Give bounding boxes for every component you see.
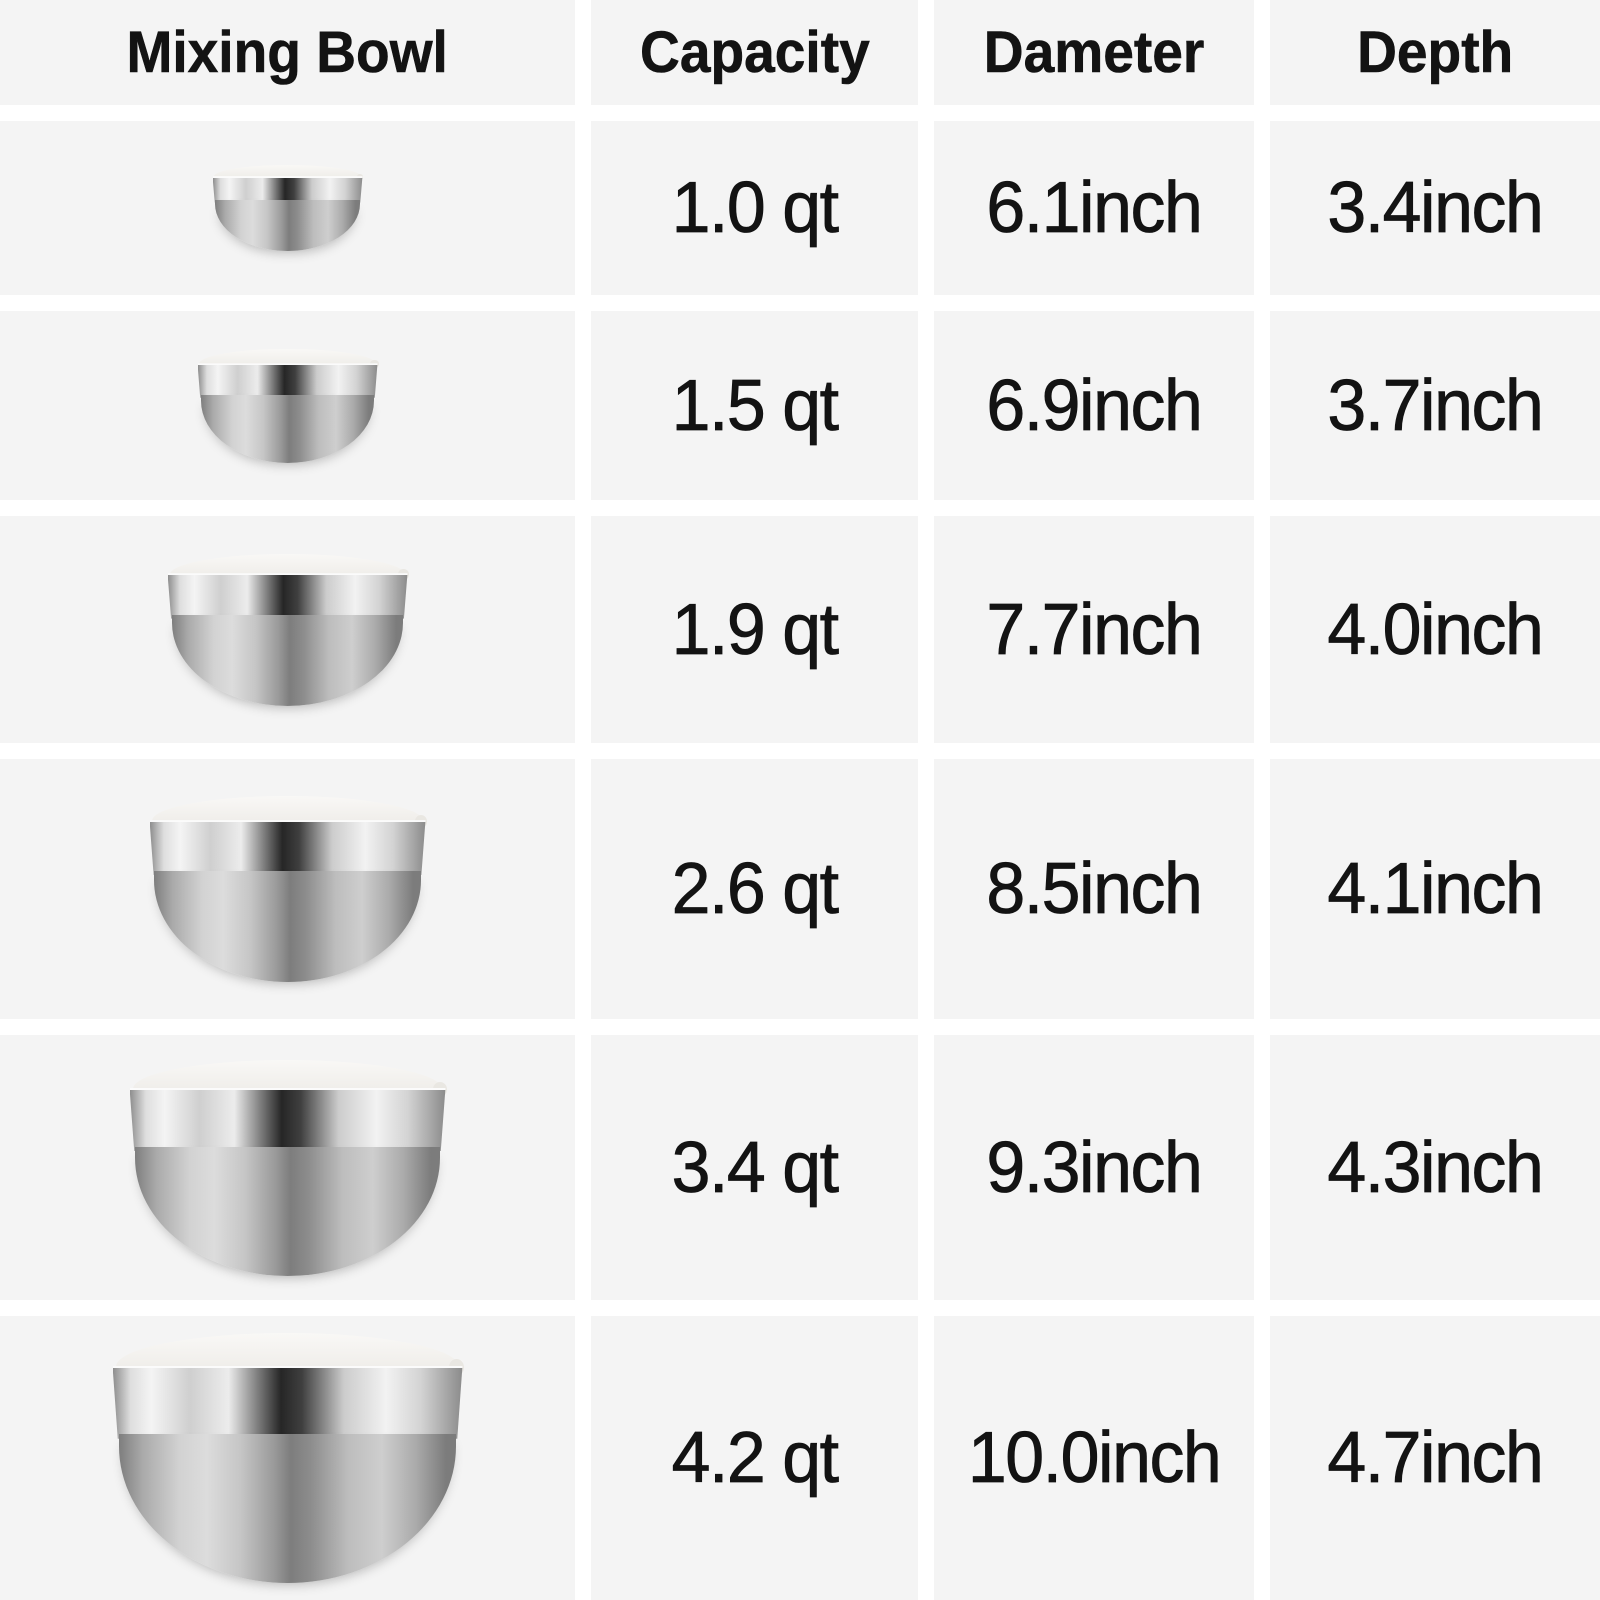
mixing-bowl-image [112,1333,465,1583]
mixing-bowl-image [149,796,427,982]
capacity-cell: 1.0 qt [591,121,918,295]
bowl-body [154,871,421,982]
diameter-value: 6.1inch [986,168,1203,249]
mixing-bowl-image [197,348,379,463]
capacity-value: 2.6 qt [671,849,839,930]
depth-cell: 3.7inch [1270,311,1600,500]
header-cell-product: Mixing Bowl [0,0,575,105]
header-cell-capacity: Capacity [591,0,918,105]
bowl-body [118,1434,457,1583]
mixing-bowl-image [212,165,364,251]
bowl-body [200,394,375,463]
bowl-rim-band [212,176,363,203]
depth-value: 3.7inch [1327,365,1544,446]
bowl-image-cell [0,516,575,743]
diameter-value: 7.7inch [986,589,1203,670]
diameter-cell: 6.1inch [934,121,1254,295]
depth-value: 4.0inch [1327,589,1544,670]
header-label-capacity: Capacity [639,20,870,86]
bowl-body [215,199,360,251]
bowl-image-cell [0,1035,575,1300]
capacity-cell: 1.9 qt [591,516,918,743]
depth-value: 3.4inch [1327,168,1544,249]
depth-value: 4.1inch [1327,849,1544,930]
capacity-value: 4.2 qt [671,1418,839,1499]
bowl-body [171,615,404,706]
depth-cell: 4.1inch [1270,759,1600,1019]
diameter-cell: 7.7inch [934,516,1254,743]
depth-cell: 4.7inch [1270,1316,1600,1600]
capacity-value: 1.9 qt [671,589,839,670]
diameter-value: 10.0inch [967,1418,1222,1499]
diameter-cell: 8.5inch [934,759,1254,1019]
depth-cell: 3.4inch [1270,121,1600,295]
bowl-rim-band [197,363,378,398]
bowl-image-cell [0,1316,575,1600]
bowl-rim-band [149,820,426,876]
capacity-value: 1.0 qt [671,168,839,249]
mixing-bowl-image [129,1059,447,1276]
header-label-product: Mixing Bowl [126,20,449,86]
depth-value: 4.3inch [1327,1127,1544,1208]
depth-cell: 4.3inch [1270,1035,1600,1300]
bowl-image-cell [0,121,575,295]
header-label-depth: Depth [1356,20,1514,86]
diameter-cell: 6.9inch [934,311,1254,500]
capacity-value: 3.4 qt [671,1127,839,1208]
header-cell-diameter: Dameter [934,0,1254,105]
diameter-cell: 10.0inch [934,1316,1254,1600]
mixing-bowl-image [167,553,410,706]
header-label-diameter: Dameter [983,20,1205,86]
diameter-cell: 9.3inch [934,1035,1254,1300]
capacity-value: 1.5 qt [671,365,839,446]
diameter-value: 9.3inch [986,1127,1203,1208]
capacity-cell: 4.2 qt [591,1316,918,1600]
bowl-rim-band [112,1365,463,1439]
capacity-cell: 1.5 qt [591,311,918,500]
capacity-cell: 3.4 qt [591,1035,918,1300]
bowl-rim-band [167,573,408,619]
bowl-image-cell [0,311,575,500]
header-cell-depth: Depth [1270,0,1600,105]
diameter-value: 6.9inch [986,365,1203,446]
capacity-cell: 2.6 qt [591,759,918,1019]
bowl-image-cell [0,759,575,1019]
bowl-body [135,1146,440,1276]
depth-cell: 4.0inch [1270,516,1600,743]
diameter-value: 8.5inch [986,849,1203,930]
bowl-rim-band [129,1087,446,1152]
depth-value: 4.7inch [1327,1418,1544,1499]
